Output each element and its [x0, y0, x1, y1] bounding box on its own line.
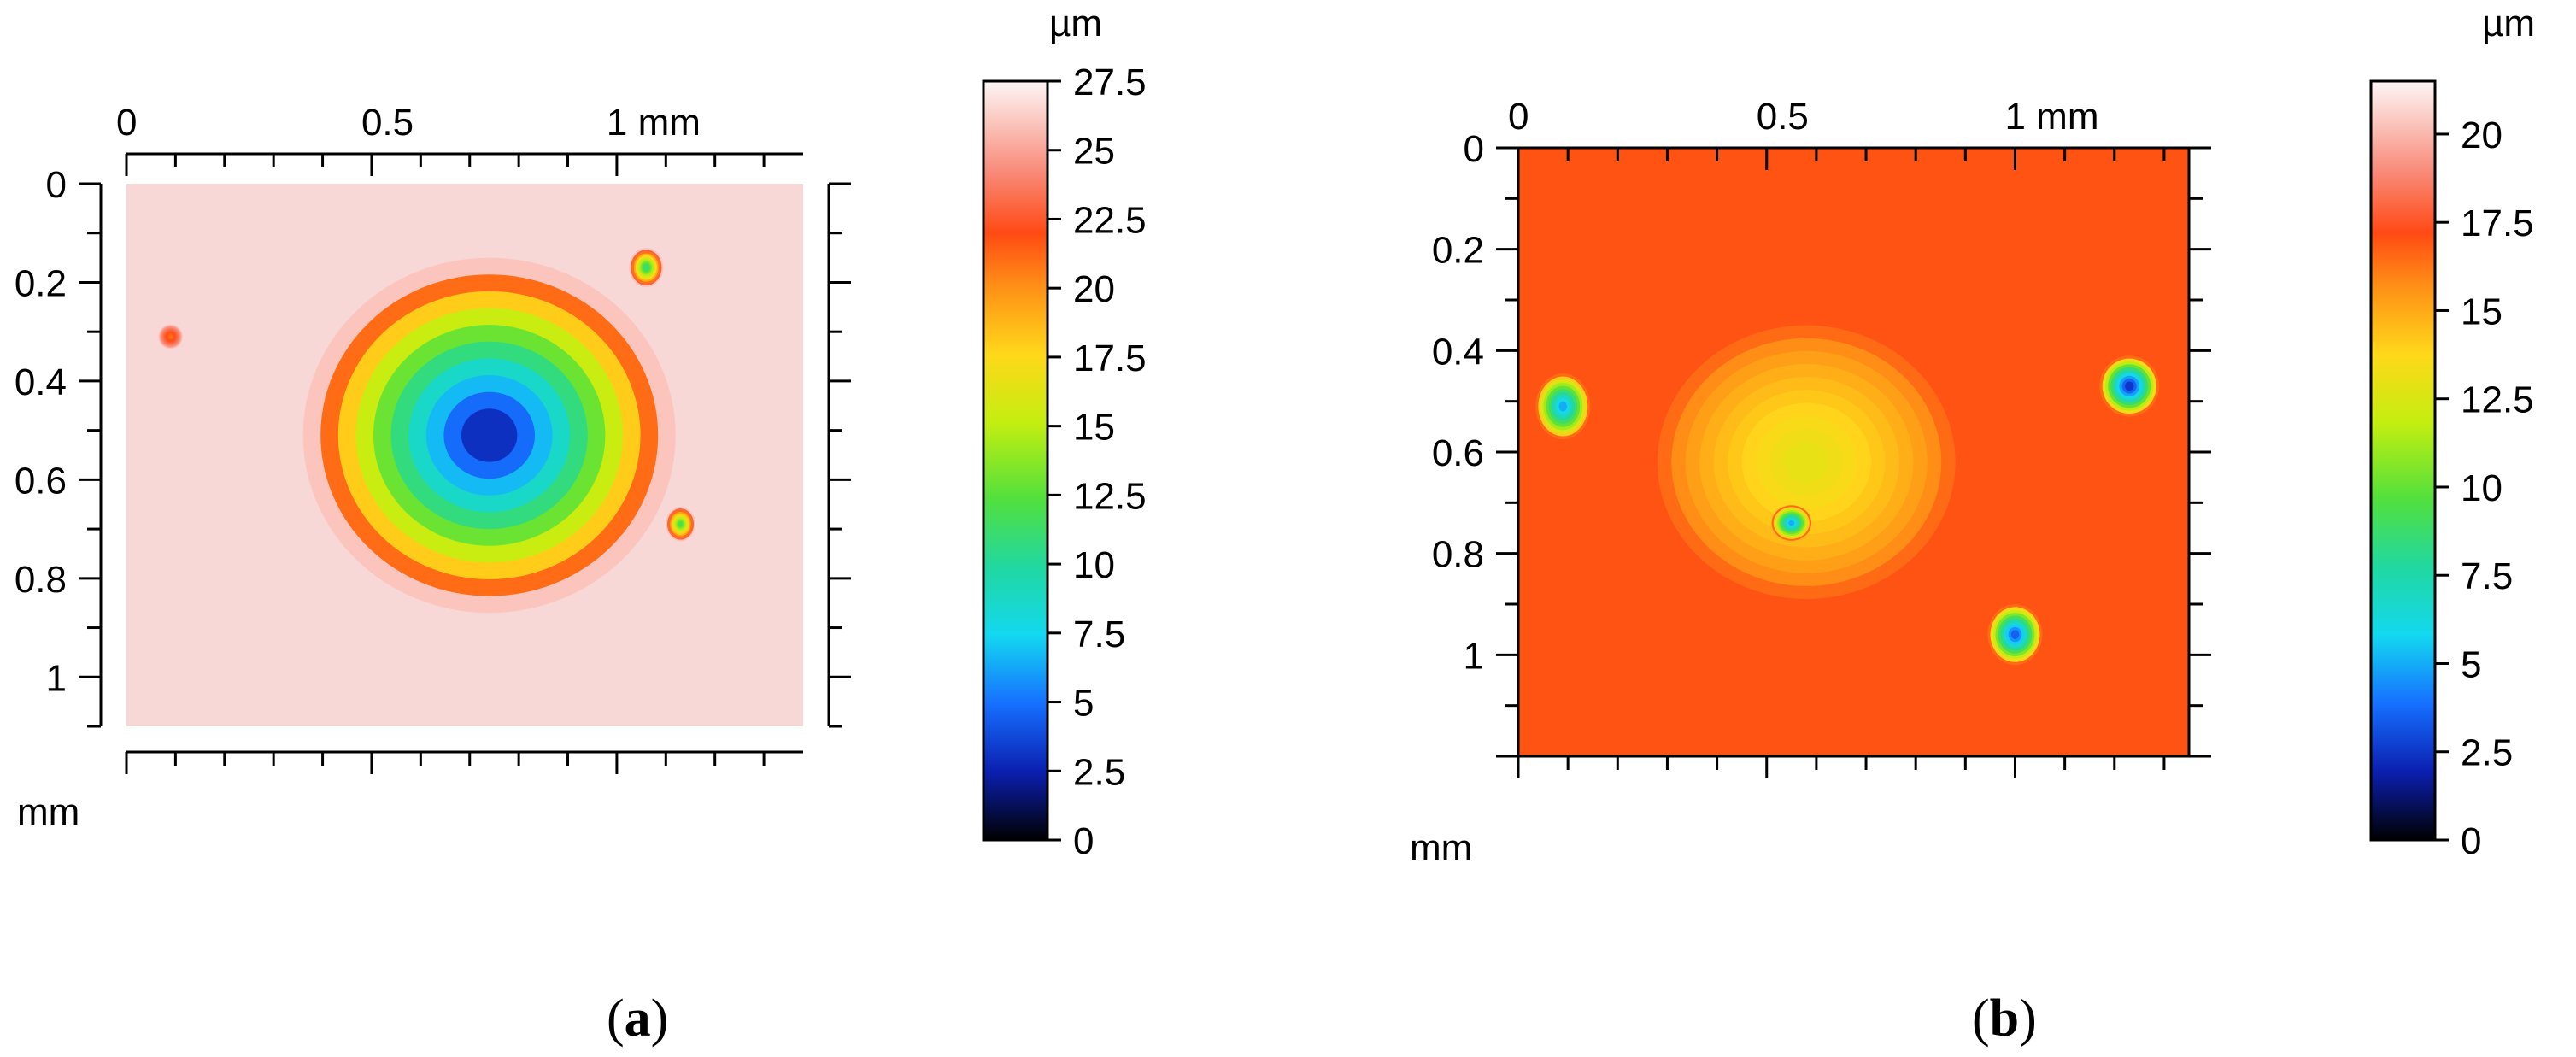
colorbar-a — [982, 79, 1049, 842]
feature-ring — [168, 334, 173, 339]
colorbar-tick-label: 12.5 — [1073, 475, 1147, 517]
y-tick-label: 0.6 — [1432, 432, 1484, 474]
feature-pit-3 — [666, 507, 695, 542]
colorbar-tick-label: 2.5 — [1073, 751, 1125, 793]
colorbar-tick-label: 12.5 — [2461, 379, 2534, 421]
panel-label-b: b — [1990, 989, 2019, 1048]
x-tick-label: 0 — [116, 102, 137, 144]
colorbar-ticks-b: 0 2.5 5 7.5 10 12.5 15 17.5 20 — [2435, 115, 2534, 862]
panel-a: 0 0.5 1 mm 0 0.2 0.4 0.6 0.8 1 mm 0 2.5 5 7.5 10 12.… — [15, 3, 1147, 1048]
feature-ring — [461, 408, 518, 462]
colorbar-unit-a: µm — [1049, 3, 1102, 44]
colorbar-tick-label: 7.5 — [1073, 614, 1125, 655]
colorbar-tick-label: 17.5 — [1073, 338, 1147, 379]
feature-pit-3 — [2099, 355, 2160, 417]
x-tick-label: 1 mm — [607, 102, 701, 144]
y-tick-label: 0.8 — [15, 559, 67, 601]
colorbar-ticks-a: 0 2.5 5 7.5 10 12.5 15 17.5 20 22.5 25 27.5 — [1047, 62, 1147, 862]
feature-ring — [1784, 441, 1829, 483]
feature-pit-5 — [1987, 604, 2043, 666]
feature-pit-2 — [1535, 373, 1591, 440]
colorbar-tick-label: 0 — [1073, 820, 1094, 862]
colorbar-tick-label: 0 — [2461, 820, 2481, 862]
height-features-b — [1535, 325, 2160, 666]
feature-ring — [643, 264, 649, 271]
colorbar-tick-label: 15 — [1073, 407, 1115, 449]
feature-ring — [678, 521, 684, 527]
x-tick-label: 0.5 — [1757, 96, 1809, 138]
colorbar-tick-label: 27.5 — [1073, 62, 1147, 103]
y-tick-label: 0.2 — [1432, 230, 1484, 272]
colorbar-tick-label: 20 — [2461, 115, 2503, 156]
y-tick-label: 0.2 — [15, 262, 67, 304]
height-features-a — [158, 248, 695, 614]
panel-caption-a: (a) — [607, 989, 668, 1048]
colorbar-tick-label: 7.5 — [2461, 555, 2513, 597]
feature-ring — [1788, 520, 1795, 526]
feature-bump-1 — [1657, 325, 1956, 600]
x-tick-label: 0 — [1508, 96, 1529, 138]
feature-pit-2 — [629, 248, 664, 288]
axis-unit-label-a: mm — [17, 791, 79, 833]
colorbar-b — [2369, 79, 2437, 842]
x-axis-a: 0 0.5 1 mm — [116, 102, 803, 774]
y-tick-label: 0.4 — [15, 361, 67, 403]
panel-b: 0 0.5 1 mm 0 0.2 0.4 0.6 0.8 1 mm 0 2.5 5 7.5 10 12.… — [1410, 3, 2535, 1048]
y-tick-label: 1 — [1464, 635, 1484, 677]
colorbar-unit-b: µm — [2482, 3, 2535, 44]
colorbar-tick-label: 5 — [1073, 683, 1094, 725]
colorbar-tick-label: 5 — [2461, 643, 2481, 685]
feature-ring — [2010, 630, 2020, 639]
y-axis-a: 0 0.2 0.4 0.6 0.8 1 — [15, 164, 851, 728]
y-tick-label: 0 — [1464, 128, 1484, 170]
colorbar-tick-label: 2.5 — [2461, 732, 2513, 774]
feature-ring — [2124, 381, 2134, 391]
colorbar-tick-label: 10 — [1073, 544, 1115, 586]
colorbar-tick-label: 22.5 — [1073, 199, 1147, 241]
y-tick-label: 0 — [46, 164, 67, 206]
feature-pit-4 — [1771, 505, 1812, 541]
y-tick-label: 1 — [46, 657, 67, 699]
y-tick-label: 0.6 — [15, 460, 67, 502]
feature-crater-1 — [302, 257, 676, 614]
feature-spot-4 — [158, 324, 183, 349]
colorbar-tick-label: 25 — [1073, 131, 1115, 173]
y-axis-b: 0 0.2 0.4 0.6 0.8 1 — [1432, 128, 2211, 758]
colorbar-tick-label: 20 — [1073, 268, 1115, 310]
colorbar-tick-label: 15 — [2461, 291, 2503, 332]
feature-ring — [1558, 401, 1568, 412]
x-tick-label: 0.5 — [361, 102, 414, 144]
panel-label-a: a — [625, 989, 651, 1048]
colorbar-tick-label: 17.5 — [2461, 203, 2534, 244]
y-tick-label: 0.4 — [1432, 331, 1484, 373]
panel-caption-b: (b) — [1972, 989, 2037, 1048]
axis-unit-label-b: mm — [1410, 827, 1472, 869]
x-tick-label: 1 mm — [2004, 96, 2098, 138]
colorbar-tick-label: 10 — [2461, 467, 2503, 509]
y-tick-label: 0.8 — [1432, 534, 1484, 576]
